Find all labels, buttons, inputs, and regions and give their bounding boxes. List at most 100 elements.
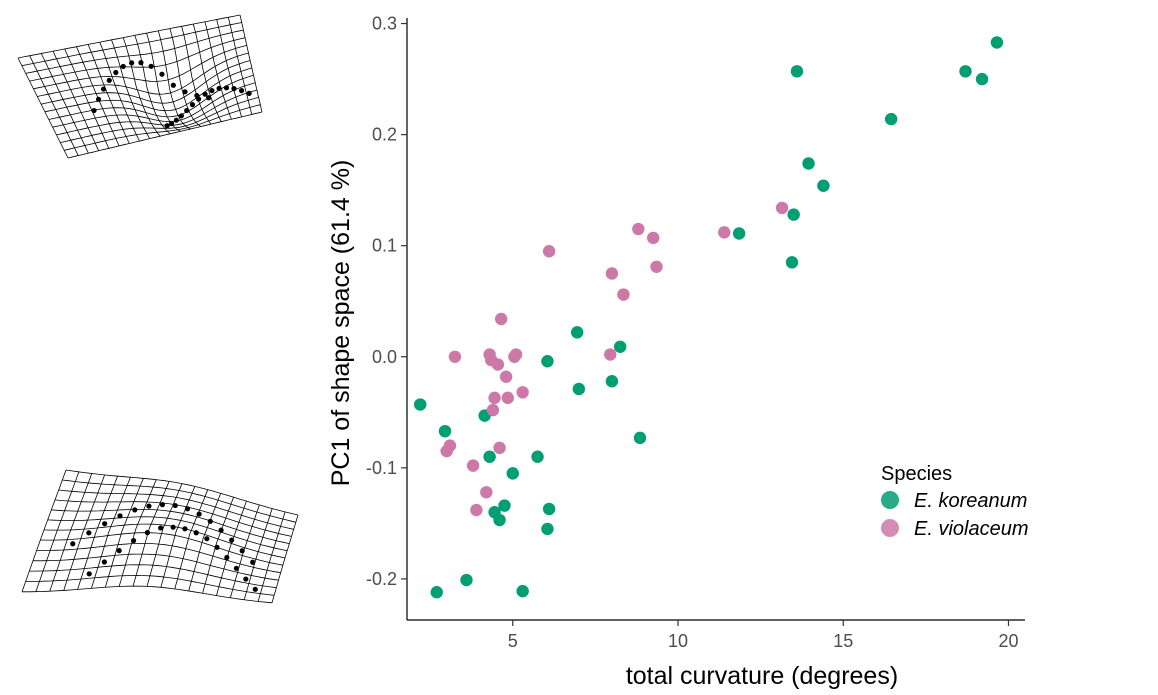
landmark-point	[184, 506, 191, 512]
landmark-point	[159, 502, 166, 508]
point-e-violaceum	[509, 348, 523, 361]
grid-line	[99, 42, 140, 142]
landmark-point	[238, 88, 245, 94]
landmark-point	[229, 537, 235, 543]
landmark-point	[202, 91, 208, 97]
landmark-point	[182, 526, 188, 532]
grid-line	[67, 111, 263, 159]
landmark-point	[173, 117, 179, 123]
y-tick-label: 0.2	[372, 125, 397, 145]
y-tick-label: -0.2	[366, 569, 397, 589]
y-axis-ticks: -0.2 -0.1 0.0 0.1 0.2 0.3	[366, 14, 407, 589]
grid-line	[104, 478, 144, 588]
point-e-violaceum	[650, 260, 663, 273]
point-e-koreanum	[414, 398, 427, 411]
grid-line	[216, 500, 247, 596]
landmark-point	[120, 63, 126, 70]
point-e-violaceum	[493, 441, 506, 455]
point-e-violaceum	[632, 222, 645, 236]
grid-line	[21, 22, 242, 67]
point-e-koreanum	[493, 513, 506, 527]
grid-line	[29, 55, 79, 156]
point-e-koreanum	[613, 340, 627, 353]
landmark-point	[130, 537, 137, 544]
landmark-point	[148, 63, 154, 69]
grid-line	[202, 497, 234, 594]
landmark-point	[146, 503, 152, 509]
grid-line	[64, 48, 110, 149]
point-e-violaceum	[718, 226, 731, 239]
point-e-koreanum	[506, 467, 519, 480]
legend-items: E. koreanum E. violaceum	[881, 490, 1029, 540]
landmark-point	[164, 123, 170, 129]
landmark-point	[223, 85, 230, 91]
point-e-koreanum	[802, 157, 815, 170]
point-e-koreanum	[787, 208, 800, 221]
grid-line	[271, 514, 299, 603]
grid-line	[134, 35, 171, 135]
point-e-koreanum	[959, 65, 972, 78]
x-tick-label: 15	[833, 631, 853, 651]
landmark-point	[106, 77, 112, 83]
landmark-point	[196, 511, 202, 517]
point-e-koreanum	[990, 36, 1004, 49]
grid-line	[174, 489, 209, 590]
scatter-plot: -0.2 -0.1 0.0 0.1 0.2 0.3 5 10 15 20 total curva…	[327, 14, 1029, 690]
grid-line	[62, 479, 296, 523]
upper-deformation-grid	[17, 14, 263, 159]
grid-line	[169, 28, 201, 127]
grid-line	[257, 511, 286, 602]
point-e-violaceum	[488, 391, 501, 405]
landmark-point	[246, 90, 252, 96]
point-e-violaceum	[466, 459, 480, 472]
landmark-point	[129, 60, 135, 66]
landmark-point	[138, 60, 144, 66]
point-e-koreanum	[438, 424, 452, 438]
point-e-violaceum	[516, 386, 529, 399]
landmark-point	[231, 86, 237, 92]
point-e-koreanum	[516, 584, 529, 598]
landmark-point	[233, 565, 239, 571]
point-e-violaceum	[604, 348, 617, 361]
point-e-violaceum	[470, 503, 483, 517]
grid-line	[111, 39, 151, 139]
landmark-point	[101, 559, 107, 565]
x-axis-title: total curvature (degrees)	[626, 662, 898, 690]
point-e-koreanum	[790, 65, 804, 78]
x-tick-label: 5	[508, 631, 518, 651]
grid-line	[29, 37, 246, 82]
point-e-koreanum	[531, 450, 544, 463]
legend-key	[881, 491, 899, 509]
landmark-point	[169, 120, 175, 126]
grid-line	[77, 475, 118, 590]
landmark-point	[159, 71, 165, 77]
point-e-violaceum	[499, 370, 513, 383]
point-e-koreanum	[975, 72, 989, 86]
grid-line	[146, 32, 181, 132]
grid-line	[22, 585, 273, 604]
landmark-point	[144, 530, 150, 536]
landmark-point	[100, 86, 107, 92]
landmark-point	[193, 530, 199, 536]
landmark-point	[86, 571, 92, 577]
grid-line	[243, 508, 273, 600]
grid-line	[25, 574, 275, 596]
y-axis-title: PC1 of shape space (61.4 %)	[327, 160, 355, 487]
landmark-point	[250, 559, 256, 565]
grid-line	[204, 21, 232, 120]
grid-line	[44, 67, 252, 113]
point-e-violaceum	[486, 403, 500, 417]
point-e-koreanum	[572, 382, 586, 396]
grid-line	[17, 57, 69, 159]
landmark-point	[102, 521, 108, 527]
landmark-point	[224, 554, 230, 561]
point-e-violaceum	[448, 350, 462, 363]
point-e-koreanum	[785, 256, 799, 269]
landmark-point	[209, 87, 215, 94]
y-tick-label: 0.1	[372, 236, 397, 256]
point-e-violaceum	[617, 288, 630, 301]
landmark-point	[170, 524, 176, 530]
landmark-point	[195, 96, 202, 102]
grid-line	[63, 474, 106, 591]
point-e-violaceum	[501, 391, 514, 405]
